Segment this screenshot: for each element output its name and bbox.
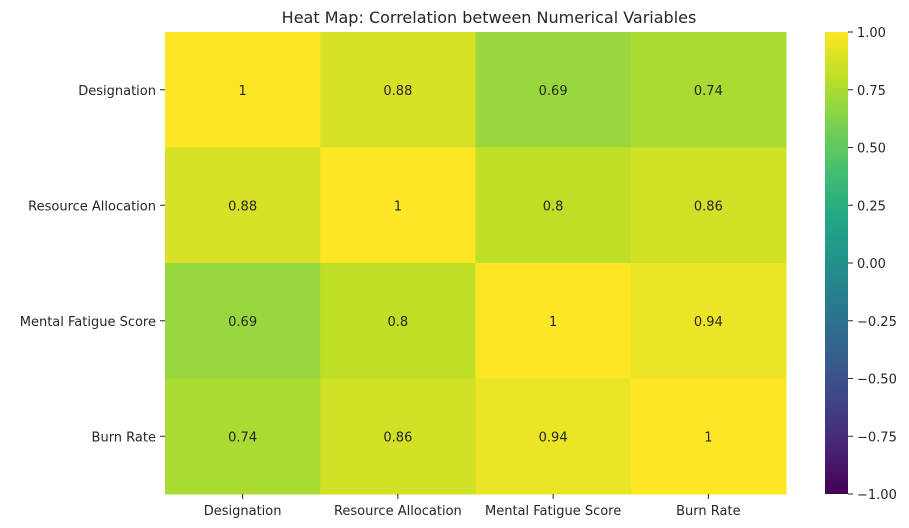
y-tick-label: Burn Rate (92, 430, 156, 445)
cell-value-label: 0.94 (694, 315, 723, 330)
cell-value-label: 1 (394, 199, 402, 214)
heatmap-cell (165, 263, 321, 379)
heatmap-cell (630, 378, 787, 495)
heatmap-cell (630, 147, 787, 264)
cell-value-label: 0.86 (383, 430, 412, 445)
cell-value-label: 0.8 (543, 199, 564, 214)
y-tick-label: Mental Fatigue Score (20, 315, 156, 330)
y-axis-ticks: Designation Resource Allocation Mental Fat… (20, 84, 165, 445)
colorbar-tick-label: 0.25 (857, 199, 886, 214)
cell-value-label: 0.69 (539, 84, 568, 99)
cell-value-label: 0.94 (539, 430, 568, 445)
heatmap-cell-labels: 1 0.88 0.69 0.74 0.88 1 0.8 0.86 0.69 0.8 1 0.94 0.7… (228, 84, 723, 446)
cell-value-label: 0.74 (694, 84, 723, 99)
heatmap-cell (320, 32, 476, 148)
colorbar-tick-label: −0.50 (857, 373, 897, 388)
cell-value-label: 0.69 (228, 315, 257, 330)
colorbar-ticks: 1.00 0.75 0.50 0.25 0.00 −0.25 −0.50 −0.75 −1.00 (848, 26, 897, 503)
heatmap-cell (630, 263, 787, 379)
chart-title: Heat Map: Correlation between Numerical … (282, 8, 697, 27)
heatmap-cell (320, 147, 476, 264)
colorbar-tick-label: −0.75 (857, 430, 897, 445)
cell-value-label: 0.88 (383, 84, 412, 99)
x-tick-label: Mental Fatigue Score (485, 504, 621, 519)
cell-value-label: 0.86 (694, 199, 723, 214)
cell-value-label: 1 (549, 315, 557, 330)
colorbar-tick-label: 0.50 (857, 142, 886, 157)
y-tick-label: Resource Allocation (28, 199, 156, 214)
colorbar-tick-label: 0.00 (857, 257, 886, 272)
heatmap-cell (475, 147, 632, 264)
heatmap-cell (165, 378, 321, 495)
heatmap-cell (630, 32, 787, 148)
colorbar (825, 32, 848, 494)
heatmap-cell (475, 32, 632, 148)
heatmap-cell (475, 378, 632, 495)
colorbar-tick-label: −0.25 (857, 315, 897, 330)
heatmap-cell (165, 32, 321, 148)
colorbar-tick-label: 1.00 (857, 26, 886, 41)
cell-value-label: 0.74 (228, 430, 257, 445)
x-tick-label: Designation (204, 504, 282, 519)
x-tick-label: Burn Rate (676, 504, 740, 519)
x-tick-label: Resource Allocation (334, 504, 462, 519)
y-tick-label: Designation (78, 84, 156, 99)
colorbar-tick-label: −1.00 (857, 488, 897, 503)
heatmap-cell (475, 263, 632, 379)
cell-value-label: 1 (704, 430, 712, 445)
cell-value-label: 0.88 (228, 199, 257, 214)
cell-value-label: 0.8 (388, 315, 409, 330)
x-axis-ticks: Designation Resource Allocation Mental Fat… (204, 494, 741, 519)
heatmap-cell (320, 263, 476, 379)
heatmap-cell (165, 147, 321, 264)
heatmap-cells (165, 32, 787, 495)
cell-value-label: 1 (238, 84, 246, 99)
heatmap-cell (320, 378, 476, 495)
colorbar-tick-label: 0.75 (857, 84, 886, 99)
